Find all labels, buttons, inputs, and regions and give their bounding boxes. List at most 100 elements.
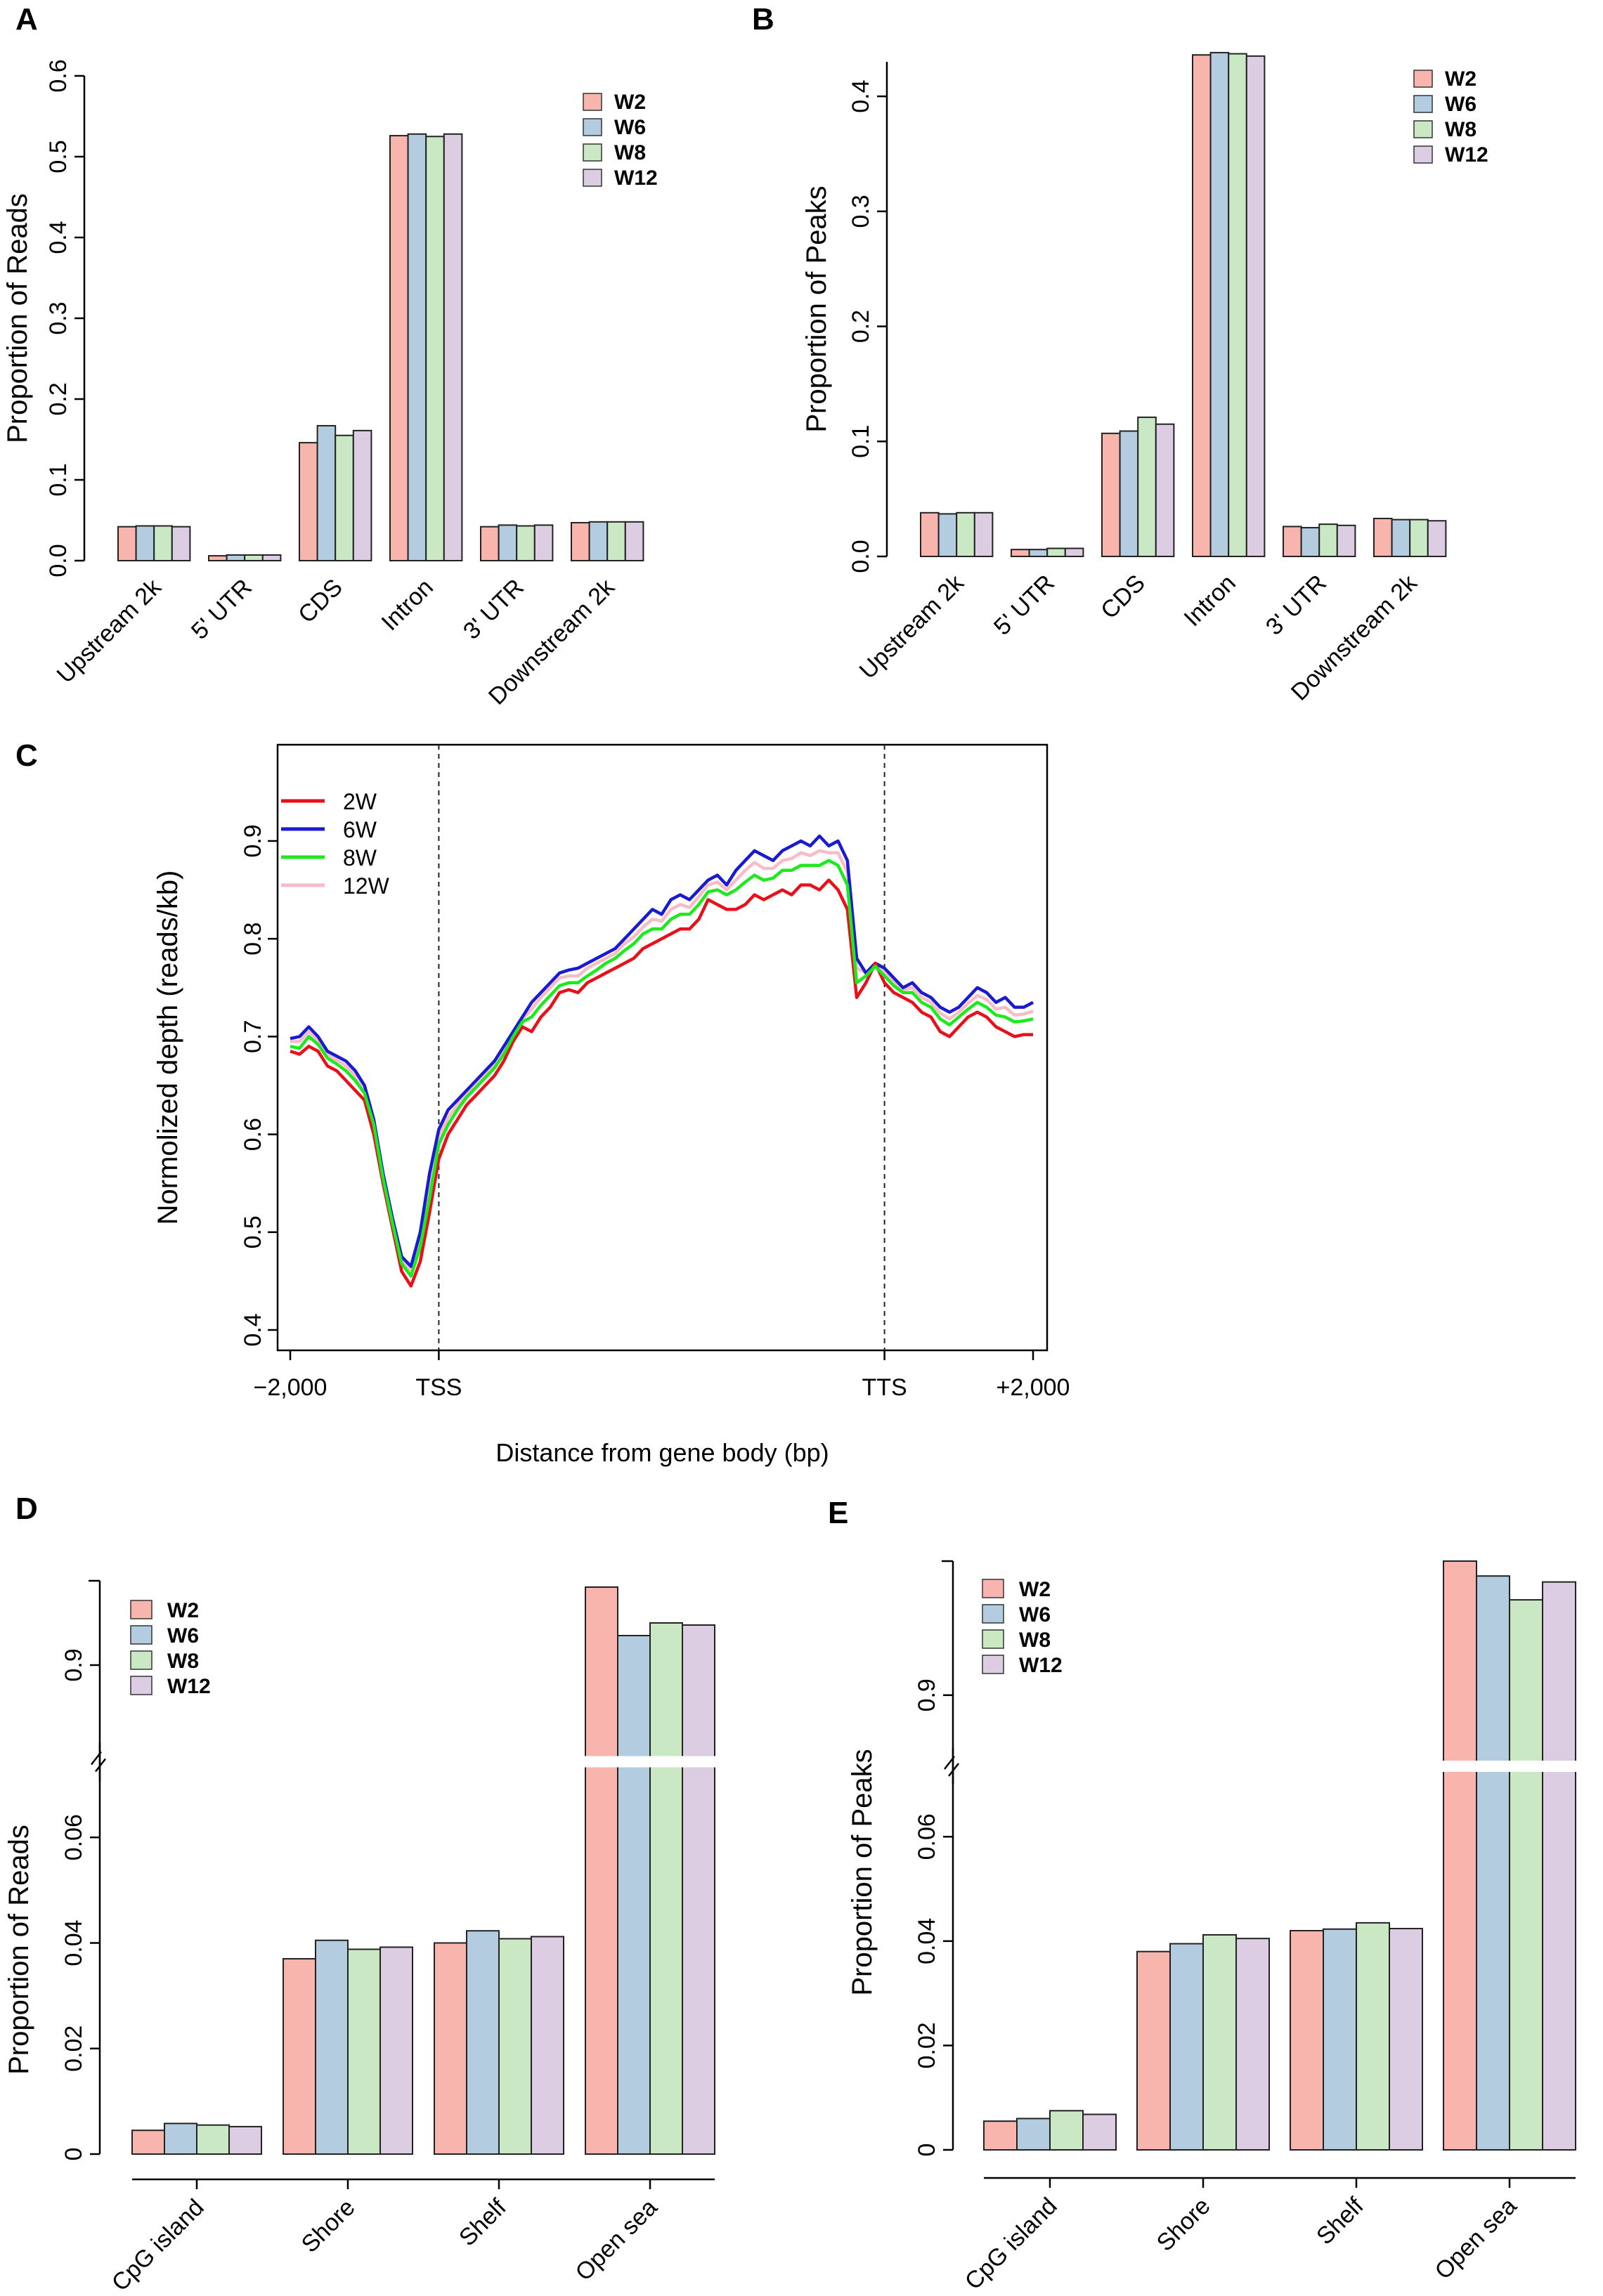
bar-W8 [153, 525, 173, 561]
bar-W12 [531, 1936, 564, 2155]
y-tick-label: 0.2 [848, 310, 874, 343]
bar-W2 [1443, 1560, 1477, 2151]
axis-break-mark [91, 1751, 102, 1766]
x-tick-label: CDS [293, 574, 348, 629]
y-axis-label: Proportion of Reads [2, 193, 33, 443]
legend-label: W8 [167, 1650, 199, 1673]
x-tick-label: Shore [1152, 2193, 1216, 2257]
bar-W12 [1245, 55, 1266, 557]
x-tick-label: TSS [415, 1374, 462, 1401]
y-axis-label: Proportion of Peaks [801, 185, 832, 432]
legend-label: W6 [1019, 1603, 1051, 1626]
bar-W8 [498, 1938, 532, 2155]
legend-swatch-W6 [583, 118, 602, 136]
x-axis-label: Distance from gene body (bp) [495, 1438, 829, 1467]
legend-label: W2 [167, 1599, 199, 1622]
y-tick-label: 0.5 [45, 140, 72, 173]
bar-W6 [617, 1635, 651, 2155]
panel-label: C [15, 738, 38, 773]
bar-W8 [1202, 1933, 1237, 2151]
x-tick-label: Upstream 2k [855, 569, 970, 684]
bar-break-gap [584, 1756, 619, 1768]
x-tick-label: −2,000 [254, 1374, 327, 1401]
axis-break-mark [948, 1763, 959, 1777]
bar-W12 [1155, 423, 1175, 558]
legend-label: W12 [1445, 143, 1488, 167]
y-tick-label: 0.06 [914, 1813, 940, 1860]
y-tick-label: 0.6 [45, 59, 72, 92]
legend-label: 12W [343, 873, 390, 899]
bar-break-gap [1541, 1761, 1577, 1772]
y-tick-label: 0 [60, 2148, 87, 2161]
bar-W6 [407, 133, 427, 562]
y-tick-label: 0.04 [60, 1919, 87, 1966]
bar-W6 [466, 1930, 500, 2155]
bar-W6 [316, 424, 337, 562]
bar-break-gap [649, 1756, 684, 1768]
legend-label: W6 [614, 116, 646, 139]
y-axis-label: Proportion of Peaks [847, 1749, 878, 1995]
bar-W6 [1169, 1943, 1204, 2151]
plot-frame [276, 743, 1049, 1352]
x-tick-label: Shelf [1311, 2192, 1369, 2250]
panel-D [89, 1579, 716, 2189]
bar-W2 [1283, 526, 1302, 557]
bar-W8 [1318, 523, 1338, 558]
y-tick-label: 0.2 [45, 382, 72, 415]
panel-label: D [15, 1492, 38, 1526]
bar-W6 [1016, 2118, 1051, 2151]
panel-A [74, 74, 644, 562]
bar-W2 [299, 442, 318, 561]
bar-W2 [1290, 1930, 1324, 2151]
y-tick-label: 0.4 [848, 79, 874, 112]
y-axis-label: Normolized depth (reads/kb) [152, 870, 183, 1225]
bar-W8 [244, 554, 264, 562]
axis-break-mark [944, 1756, 955, 1770]
legend-label: W8 [1019, 1629, 1051, 1652]
bar-W8 [649, 1622, 683, 2155]
bar-W12 [1064, 547, 1084, 558]
x-tick-label: 5' UTR [989, 570, 1060, 641]
y-tick-label: 0.02 [60, 2026, 87, 2072]
x-tick-label: TTS [862, 1374, 907, 1401]
legend-swatch-W8 [130, 1650, 152, 1670]
bar-W2 [1373, 517, 1393, 558]
y-tick-label: 0.0 [848, 540, 874, 573]
legend-label: W12 [1019, 1654, 1063, 1677]
bar-W8 [1137, 416, 1157, 557]
y-axis-label: Proportion of Reads [4, 1825, 34, 2075]
panel-label: B [752, 2, 774, 37]
bar-W12 [1235, 1938, 1270, 2151]
bar-W6 [315, 1939, 349, 2155]
x-tick-label: Open sea [571, 2194, 663, 2286]
bar-W6 [1476, 1575, 1510, 2151]
bar-W8 [1409, 518, 1429, 558]
y-tick-label: 0.9 [914, 1678, 940, 1711]
legend-swatch-W2 [1413, 70, 1433, 88]
bar-W12 [261, 554, 282, 562]
bar-W12 [624, 521, 644, 561]
x-tick-label: Shelf [454, 2193, 512, 2251]
bar-W8 [196, 2124, 230, 2155]
panel-C [268, 743, 1049, 1360]
legend-swatch-W6 [1413, 95, 1433, 113]
legend-swatch-W12 [1413, 145, 1433, 164]
bar-W2 [480, 526, 500, 562]
legend-swatch-W2 [583, 93, 602, 111]
legend-label: 6W [343, 817, 377, 842]
legend-label: W6 [1445, 93, 1477, 116]
legend-swatch-W2 [130, 1600, 152, 1619]
bar-W8 [335, 434, 354, 561]
y-tick-label: 0.1 [848, 425, 874, 458]
bar-W6 [135, 525, 155, 561]
y-tick-label: 0.3 [848, 195, 874, 228]
bar-break-gap [616, 1756, 651, 1768]
bar-W8 [1356, 1922, 1390, 2151]
bar-W6 [1119, 430, 1139, 557]
bar-W2 [131, 2129, 165, 2155]
bar-W12 [228, 2125, 262, 2155]
legend-label: 8W [343, 845, 377, 870]
y-tick-label: 0.9 [240, 824, 266, 857]
legend-label: 2W [343, 789, 377, 814]
bar-W6 [937, 513, 958, 558]
